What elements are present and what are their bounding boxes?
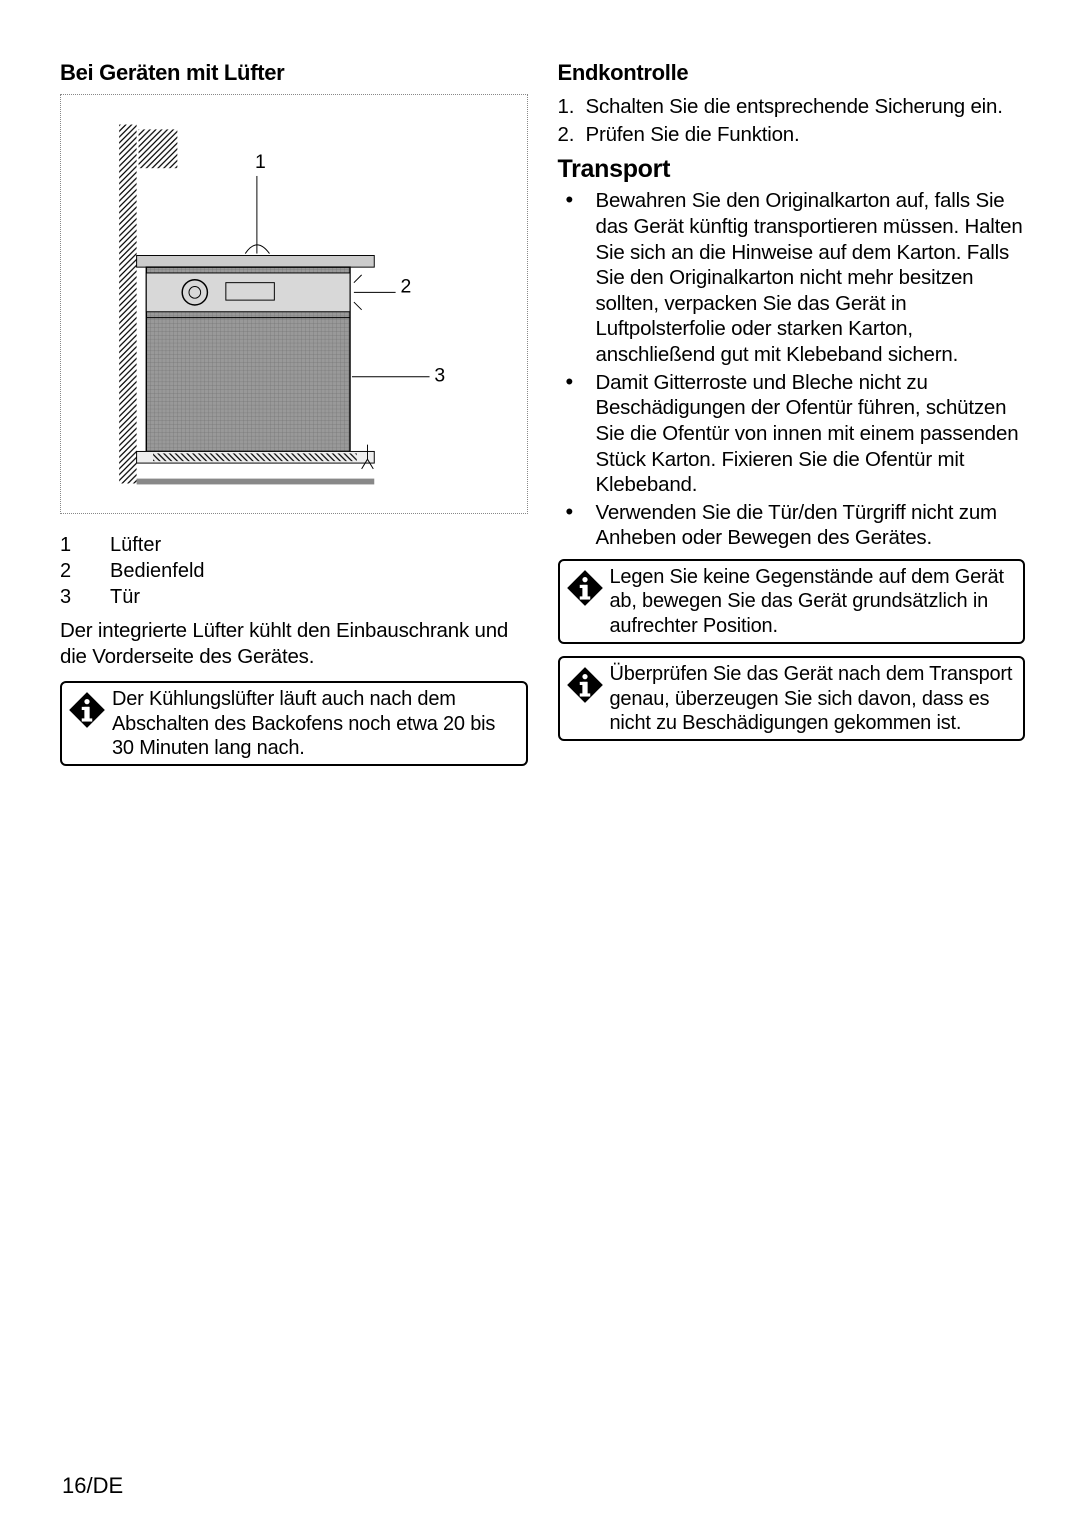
legend-label: Tür	[110, 586, 140, 609]
list-item: • Damit Gitterroste und Bleche nicht zu …	[558, 370, 1026, 498]
left-heading: Bei Geräten mit Lüfter	[60, 60, 528, 86]
info-text: Überprüfen Sie das Gerät nach dem Transp…	[610, 660, 1020, 737]
callout-3: 3	[434, 365, 445, 387]
list-item: 1. Schalten Sie die entsprechende Sicher…	[558, 94, 1026, 120]
ul-text: Verwenden Sie die Tür/den Türgriff nicht…	[596, 500, 1026, 551]
bullet-list: • Bewahren Sie den Originalkarton auf, f…	[558, 188, 1026, 553]
legend-row: 2 Bedienfeld	[60, 560, 528, 583]
page-content: Bei Geräten mit Lüfter	[0, 0, 1080, 812]
list-item: • Bewahren Sie den Originalkarton auf, f…	[558, 188, 1026, 367]
legend-row: 3 Tür	[60, 586, 528, 609]
legend-row: 1 Lüfter	[60, 534, 528, 557]
ol-num: 2.	[558, 122, 586, 148]
legend-num: 1	[60, 534, 80, 557]
bullet-icon: •	[558, 370, 596, 498]
page-number: 16/DE	[62, 1473, 123, 1499]
ordered-list: 1. Schalten Sie die entsprechende Sicher…	[558, 94, 1026, 149]
legend: 1 Lüfter 2 Bedienfeld 3 Tür	[60, 534, 528, 612]
info-icon	[560, 563, 610, 613]
callout-2: 2	[400, 275, 411, 297]
info-text: Legen Sie keine Gegenstände auf dem Gerä…	[610, 563, 1020, 640]
bullet-icon: •	[558, 500, 596, 551]
callout-1: 1	[255, 151, 266, 173]
ol-num: 1.	[558, 94, 586, 120]
info-box: Überprüfen Sie das Gerät nach dem Transp…	[558, 656, 1026, 741]
info-icon	[62, 685, 112, 735]
left-paragraph: Der integrierte Lüfter kühlt den Einbaus…	[60, 618, 528, 669]
right-heading-1: Endkontrolle	[558, 60, 1026, 86]
legend-label: Bedienfeld	[110, 560, 205, 583]
legend-label: Lüfter	[110, 534, 161, 557]
left-column: Bei Geräten mit Lüfter	[60, 60, 528, 772]
list-item: 2. Prüfen Sie die Funktion.	[558, 122, 1026, 148]
info-box: Legen Sie keine Gegenstände auf dem Gerä…	[558, 559, 1026, 644]
list-item: • Verwenden Sie die Tür/den Türgriff nic…	[558, 500, 1026, 551]
info-icon	[560, 660, 610, 710]
ol-text: Schalten Sie die entsprechende Sicherung…	[586, 94, 1003, 120]
right-heading-2: Transport	[558, 155, 1026, 184]
diagram-svg: 1 2 3	[76, 110, 512, 498]
info-text: Der Kühlungslüfter läuft auch nach dem A…	[112, 685, 522, 762]
info-box: Der Kühlungslüfter läuft auch nach dem A…	[60, 681, 528, 766]
fan-diagram: 1 2 3	[60, 94, 528, 514]
bullet-icon: •	[558, 188, 596, 367]
ul-text: Damit Gitterroste und Bleche nicht zu Be…	[596, 370, 1026, 498]
right-column: Endkontrolle 1. Schalten Sie die entspre…	[558, 60, 1026, 772]
legend-num: 2	[60, 560, 80, 583]
ul-text: Bewahren Sie den Originalkarton auf, fal…	[596, 188, 1026, 367]
legend-num: 3	[60, 586, 80, 609]
ol-text: Prüfen Sie die Funktion.	[586, 122, 800, 148]
